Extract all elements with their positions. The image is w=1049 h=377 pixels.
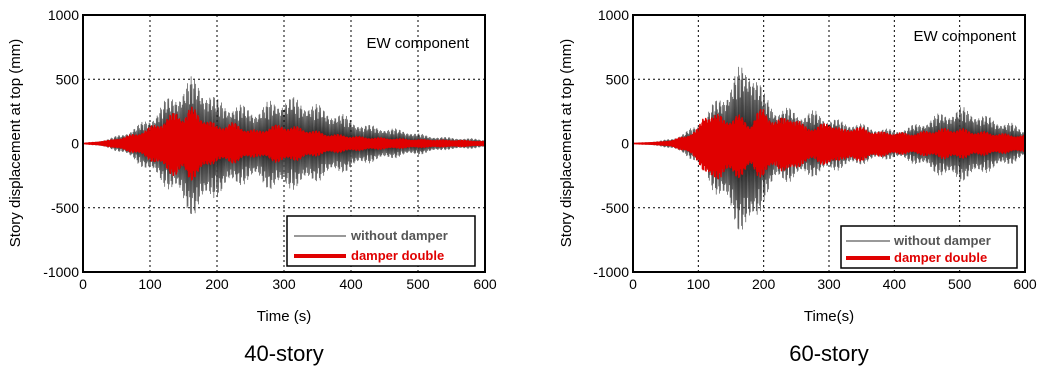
x-tick-label: 500 bbox=[948, 276, 972, 292]
y-tick-label: 1000 bbox=[598, 7, 629, 23]
chart-40-story: 0 100 200 300 400 500 600 -1000 -500 0 500 1000 EW … bbox=[7, 7, 497, 366]
chart-caption: 40-story bbox=[244, 341, 323, 366]
y-tick-label: -500 bbox=[601, 200, 629, 216]
x-tick-label: 500 bbox=[406, 276, 430, 292]
legend-box bbox=[840, 225, 1018, 269]
series-line-without-damper bbox=[82, 76, 486, 215]
x-tick-label: 0 bbox=[79, 276, 87, 292]
tick-labels: 0 100 200 300 400 500 600 -1000 -500 0 500 1000 bbox=[593, 7, 1037, 292]
x-tick-label: 100 bbox=[138, 276, 162, 292]
x-tick-label: 0 bbox=[629, 276, 637, 292]
series-group bbox=[82, 76, 486, 215]
y-tick-label: -500 bbox=[51, 200, 79, 216]
annotation-text: EW component bbox=[366, 35, 469, 52]
legend-label-without-damper: without damper bbox=[893, 233, 991, 248]
y-tick-label: 0 bbox=[71, 136, 79, 152]
chart-caption: 60-story bbox=[789, 341, 868, 366]
y-tick-label: 500 bbox=[56, 71, 80, 87]
legend-label-without-damper: without damper bbox=[350, 228, 448, 243]
x-tick-label: 600 bbox=[473, 276, 497, 292]
y-tick-label: 500 bbox=[606, 71, 630, 87]
chart-60-story: 0 100 200 300 400 500 600 -1000 -500 0 500 1000 EW … bbox=[558, 7, 1037, 366]
series-group bbox=[632, 66, 1026, 230]
legend: without damper damper double bbox=[286, 215, 476, 267]
x-tick-label: 300 bbox=[272, 276, 296, 292]
x-tick-label: 600 bbox=[1013, 276, 1037, 292]
series-line-damper-double bbox=[82, 106, 486, 181]
x-axis-label: Time(s) bbox=[804, 308, 854, 325]
y-tick-label: -1000 bbox=[593, 264, 629, 280]
annotation-text: EW component bbox=[913, 28, 1016, 45]
x-axis-label: Time (s) bbox=[257, 308, 311, 325]
x-tick-label: 200 bbox=[205, 276, 229, 292]
x-tick-label: 400 bbox=[883, 276, 907, 292]
plot-border bbox=[632, 14, 1026, 273]
y-axis-label: Story displacement at top (mm) bbox=[558, 39, 575, 247]
y-axis-label: Story displacement at top (mm) bbox=[7, 39, 24, 247]
x-tick-label: 100 bbox=[687, 276, 711, 292]
tick-labels: 0 100 200 300 400 500 600 -1000 -500 0 500 1000 bbox=[43, 7, 497, 292]
x-tick-label: 300 bbox=[817, 276, 841, 292]
x-tick-label: 400 bbox=[339, 276, 363, 292]
x-tick-label: 200 bbox=[752, 276, 776, 292]
legend: without damper damper double bbox=[840, 225, 1018, 269]
legend-label-damper-double: damper double bbox=[894, 250, 987, 265]
series-line-damper-double bbox=[632, 109, 1026, 180]
plot-border bbox=[82, 14, 486, 273]
y-tick-label: 1000 bbox=[48, 7, 79, 23]
y-tick-label: -1000 bbox=[43, 264, 79, 280]
legend-label-damper-double: damper double bbox=[351, 248, 444, 263]
y-tick-label: 0 bbox=[621, 136, 629, 152]
